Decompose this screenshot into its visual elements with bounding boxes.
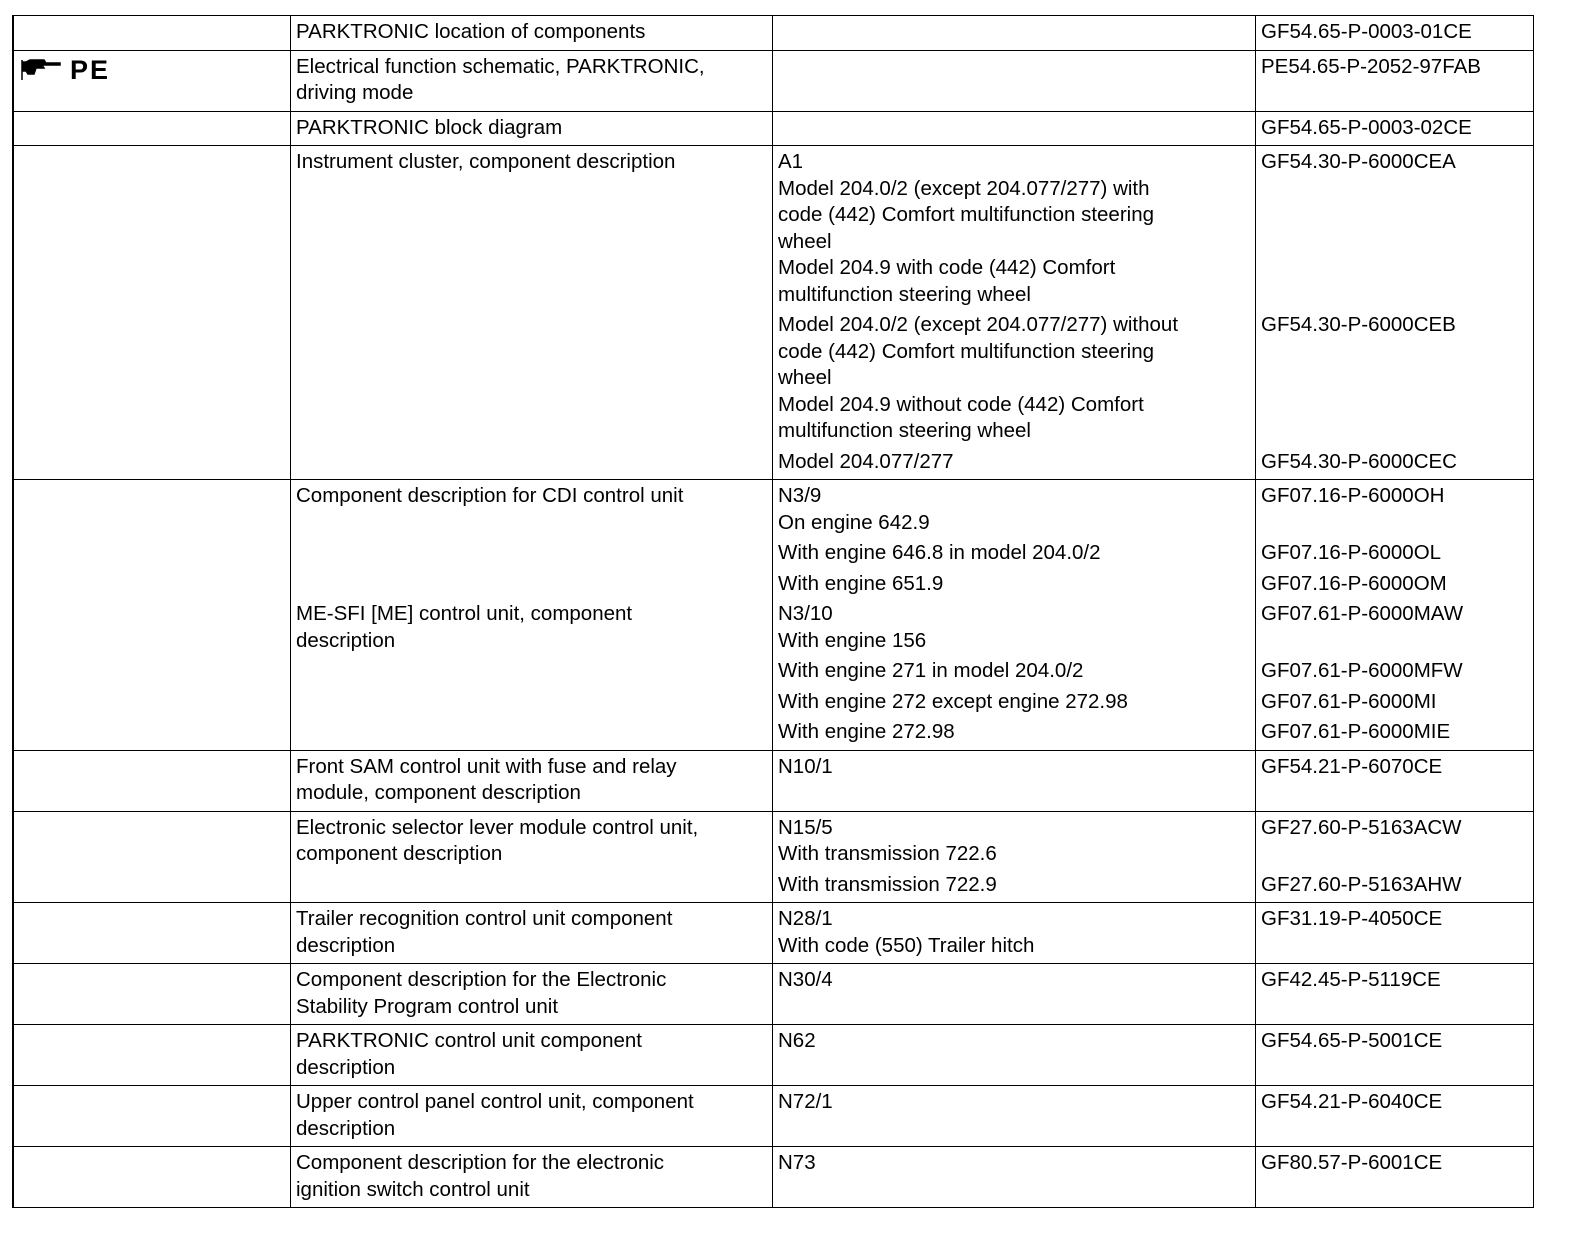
component-reference	[772, 50, 1255, 111]
component-reference: With transmission 722.9	[772, 871, 1255, 902]
document-code[interactable]: GF27.60-P-5163AHW	[1255, 871, 1535, 902]
marker-cell	[13, 16, 290, 50]
document-code[interactable]: GF54.21-P-6070CE	[1255, 750, 1535, 811]
marker-cell	[13, 1086, 290, 1146]
component-title: PARKTRONIC block diagram	[290, 111, 772, 145]
component-title: Electronic selector lever module control…	[290, 811, 772, 872]
component-reference: A1 Model 204.0/2 (except 204.077/277) wi…	[772, 146, 1255, 312]
document-code[interactable]: GF07.16-P-6000OL	[1255, 540, 1535, 571]
pointing-hand-icon	[21, 59, 61, 80]
pe-marker: PE	[20, 54, 286, 85]
document-code[interactable]: GF54.30-P-6000CEA	[1255, 146, 1535, 312]
component-title: PARKTRONIC location of components	[290, 16, 772, 50]
document-code[interactable]: GF07.61-P-6000MFW	[1255, 658, 1535, 689]
document-code[interactable]: GF07.61-P-6000MI	[1255, 688, 1535, 719]
component-title: Component description for CDI control un…	[290, 480, 772, 540]
table-row: PARKTRONIC block diagram GF54.65-P-0003-0…	[12, 111, 1535, 146]
component-title: Trailer recognition control unit compone…	[290, 903, 772, 963]
document-code[interactable]: GF27.60-P-5163ACW	[1255, 811, 1535, 872]
marker-cell	[13, 146, 290, 479]
component-reference-table: PARKTRONIC location of components GF54.65…	[12, 15, 1534, 1208]
component-reference: N73	[772, 1147, 1255, 1207]
table-row: Component description for CDI control un…	[12, 480, 1534, 751]
marker-cell	[13, 811, 290, 902]
component-reference: N72/1	[772, 1086, 1255, 1146]
component-title	[290, 871, 772, 902]
document-code[interactable]: GF54.30-P-6000CEC	[1255, 448, 1535, 479]
component-title	[290, 688, 772, 719]
marker-cell	[13, 1147, 290, 1207]
component-title	[290, 570, 772, 601]
table-row: PE Electrical function schematic, PARKTRO…	[12, 50, 1535, 112]
component-title: PARKTRONIC control unit component descri…	[290, 1025, 772, 1085]
table-row: Electronic selector lever module control…	[12, 811, 1535, 903]
component-reference	[772, 111, 1255, 145]
document-code[interactable]: PE54.65-P-2052-97FAB	[1255, 50, 1535, 111]
component-title: Electrical function schematic, PARKTRONI…	[290, 50, 772, 111]
component-reference: N30/4	[772, 964, 1255, 1024]
document-code[interactable]: GF07.16-P-6000OM	[1255, 570, 1535, 601]
component-reference: With engine 272 except engine 272.98	[772, 688, 1255, 719]
marker-cell	[13, 903, 290, 963]
component-reference: N3/10 With engine 156	[772, 601, 1255, 658]
marker-cell	[13, 750, 290, 811]
component-reference: With engine 646.8 in model 204.0/2	[772, 540, 1255, 571]
component-title: Component description for the Electronic…	[290, 964, 772, 1024]
component-title	[290, 540, 772, 571]
table-row: PARKTRONIC control unit component descri…	[12, 1025, 1534, 1086]
component-reference: N3/9 On engine 642.9	[772, 480, 1255, 540]
component-title	[290, 719, 772, 750]
component-reference: N10/1	[772, 750, 1255, 811]
component-reference: With engine 271 in model 204.0/2	[772, 658, 1255, 689]
table-row: PARKTRONIC location of components GF54.65…	[12, 16, 1534, 51]
marker-cell: PE	[13, 50, 290, 111]
document-code[interactable]: GF54.30-P-6000CEB	[1255, 312, 1535, 449]
component-title: ME-SFI [ME] control unit, component desc…	[290, 601, 772, 658]
document-code[interactable]: GF54.65-P-0003-01CE	[1255, 16, 1535, 50]
component-reference: N62	[772, 1025, 1255, 1085]
component-title	[290, 448, 772, 479]
table-row: Front SAM control unit with fuse and rel…	[12, 750, 1535, 812]
document-code[interactable]: GF54.65-P-0003-02CE	[1255, 111, 1535, 145]
component-title	[290, 312, 772, 449]
component-reference: Model 204.077/277	[772, 448, 1255, 479]
component-reference: With engine 651.9	[772, 570, 1255, 601]
table-row: Trailer recognition control unit compone…	[12, 903, 1534, 964]
component-title: Instrument cluster, component descriptio…	[290, 146, 772, 312]
component-reference: N28/1 With code (550) Trailer hitch	[772, 903, 1255, 963]
component-title: Upper control panel control unit, compon…	[290, 1086, 772, 1146]
component-reference: With engine 272.98	[772, 719, 1255, 750]
marker-cell	[13, 1025, 290, 1085]
document-code[interactable]: GF07.61-P-6000MAW	[1255, 601, 1535, 658]
component-reference: Model 204.0/2 (except 204.077/277) witho…	[772, 312, 1255, 449]
component-title: Front SAM control unit with fuse and rel…	[290, 750, 772, 811]
component-reference: N15/5 With transmission 722.6	[772, 811, 1255, 872]
marker-cell	[13, 480, 290, 750]
document-code[interactable]: GF80.57-P-6001CE	[1255, 1147, 1535, 1207]
document-code[interactable]: GF42.45-P-5119CE	[1255, 964, 1535, 1024]
component-reference	[772, 16, 1255, 50]
document-code[interactable]: GF54.21-P-6040CE	[1255, 1086, 1535, 1146]
table-row: Component description for the electronic…	[12, 1147, 1534, 1208]
document-code[interactable]: GF07.16-P-6000OH	[1255, 480, 1535, 540]
table-row: Instrument cluster, component descriptio…	[12, 146, 1534, 480]
table-row: Component description for the Electronic…	[12, 964, 1534, 1025]
component-title	[290, 658, 772, 689]
marker-cell	[13, 964, 290, 1024]
component-title: Component description for the electronic…	[290, 1147, 772, 1207]
marker-cell	[13, 111, 290, 145]
table-row: Upper control panel control unit, compon…	[12, 1086, 1534, 1147]
pe-marker-text: PE	[70, 54, 111, 85]
document-code[interactable]: GF54.65-P-5001CE	[1255, 1025, 1535, 1085]
document-code[interactable]: GF07.61-P-6000MIE	[1255, 719, 1535, 750]
document-code[interactable]: GF31.19-P-4050CE	[1255, 903, 1535, 963]
